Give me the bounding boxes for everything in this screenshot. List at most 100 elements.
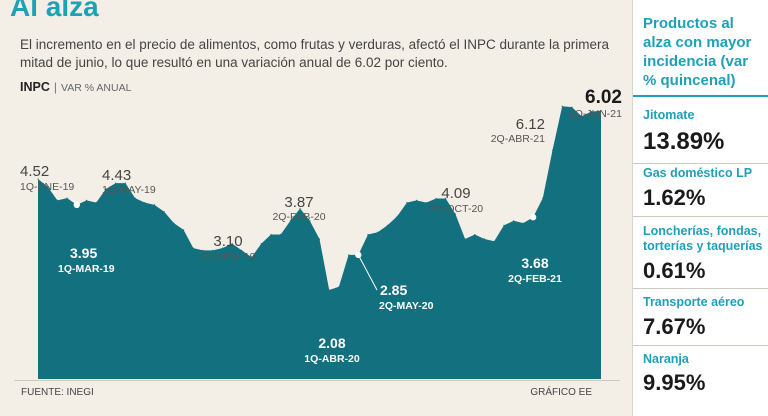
data-point xyxy=(571,106,573,108)
product-value: 1.62% xyxy=(643,185,706,210)
data-point xyxy=(328,289,330,291)
data-point xyxy=(425,202,427,204)
sidebar: Productos al alza con mayor incidencia (… xyxy=(632,0,768,416)
data-point xyxy=(503,224,505,226)
leader-line xyxy=(357,254,378,291)
data-point xyxy=(270,233,272,236)
item-divider xyxy=(633,216,768,217)
data-point xyxy=(105,188,107,190)
sidebar-title: Productos al alza con mayor incidencia (… xyxy=(643,15,752,89)
data-label-date: 1Q-NOV-19 xyxy=(201,251,256,263)
item-divider xyxy=(633,163,768,164)
data-point xyxy=(513,220,515,222)
data-point xyxy=(309,220,311,222)
data-point xyxy=(542,197,544,199)
data-point xyxy=(367,233,369,236)
data-point xyxy=(416,199,418,201)
data-label-date: 1Q-MAY-19 xyxy=(102,184,156,196)
data-label-date: 2Q-OCT-20 xyxy=(429,203,483,215)
inpc-area-series xyxy=(38,106,601,379)
inpc-label: INPC xyxy=(20,80,50,94)
data-point xyxy=(47,186,49,188)
data-point xyxy=(522,222,524,224)
data-point xyxy=(66,197,68,199)
data-label-date: 2Q-ABR-21 xyxy=(491,133,545,145)
data-point xyxy=(173,222,175,224)
data-point xyxy=(163,211,165,213)
data-point xyxy=(396,215,398,217)
data-point xyxy=(202,249,204,251)
data-label-value: 4.52 xyxy=(20,163,49,180)
data-point xyxy=(241,249,243,251)
data-point xyxy=(318,238,321,240)
data-point xyxy=(435,197,437,200)
data-point xyxy=(183,229,185,231)
data-point xyxy=(37,178,39,180)
product-name: Transporte aéreo xyxy=(643,295,745,309)
data-point xyxy=(406,202,408,204)
bottom-divider xyxy=(14,380,620,381)
data-point xyxy=(56,199,59,201)
data-point xyxy=(377,231,379,233)
data-point xyxy=(289,220,291,222)
item-divider xyxy=(633,345,768,346)
data-point xyxy=(551,149,554,151)
data-label-value: 3.87 xyxy=(284,194,313,211)
data-point xyxy=(231,243,233,245)
data-point xyxy=(600,110,602,112)
item-divider xyxy=(633,288,768,289)
data-point xyxy=(124,182,126,184)
source-note: FUENTE: INEGI xyxy=(21,387,94,398)
sidebar-header: Productos al alza con mayor incidencia (… xyxy=(633,0,768,97)
data-point xyxy=(153,204,156,206)
data-point xyxy=(280,233,282,236)
data-label-value: 2.85 xyxy=(380,282,407,298)
data-point xyxy=(134,197,136,199)
data-point xyxy=(454,213,456,215)
data-point xyxy=(483,238,486,240)
data-point xyxy=(474,233,476,236)
data-point xyxy=(386,224,388,226)
data-label-value: 2.08 xyxy=(318,335,345,351)
data-point xyxy=(260,243,262,245)
data-point xyxy=(192,247,194,249)
data-point xyxy=(338,286,340,288)
data-label-value: 6.12 xyxy=(516,116,545,133)
product-name: Naranja xyxy=(643,352,689,366)
product-value: 0.61% xyxy=(643,258,706,283)
product-name: Jitomate xyxy=(643,108,695,122)
highlight-marker xyxy=(529,214,537,221)
data-point xyxy=(493,240,495,242)
area-layer xyxy=(37,105,602,379)
data-point xyxy=(212,249,214,251)
product-name: Loncherías, fondas, torterías y taquería… xyxy=(643,224,763,253)
data-label-value: 3.95 xyxy=(70,245,97,261)
data-point xyxy=(115,182,117,184)
data-label-date: 1Q-JUN-21 xyxy=(569,108,622,120)
graphic-credit: GRÁFICO EE xyxy=(530,387,592,398)
product-value: 13.89% xyxy=(643,128,725,155)
product-name: Gas doméstico LP xyxy=(643,166,753,180)
headline: Al alza xyxy=(10,0,99,22)
product-value: 7.67% xyxy=(643,314,706,339)
data-point xyxy=(590,111,592,113)
data-label-value: 6.02 xyxy=(585,87,622,108)
data-point xyxy=(95,202,97,204)
data-label-date: 2Q-FEB-21 xyxy=(508,273,562,285)
data-label-date: 2Q-FEB-20 xyxy=(272,211,325,223)
data-label-date: 1Q-ENE-19 xyxy=(20,181,74,193)
data-point xyxy=(445,197,447,200)
main-panel: Al alza El incremento en el precio de al… xyxy=(10,0,622,398)
data-point xyxy=(85,199,88,201)
data-label-value: 3.68 xyxy=(521,255,548,271)
data-point xyxy=(251,256,253,258)
label-separator: | xyxy=(53,80,57,94)
data-label-value: 4.43 xyxy=(102,167,131,184)
data-label-value: 4.09 xyxy=(441,185,470,202)
inpc-sublabel: VAR % ANUAL xyxy=(61,82,132,94)
data-point xyxy=(144,202,146,204)
product-value: 9.95% xyxy=(643,370,706,395)
data-point xyxy=(221,247,223,249)
